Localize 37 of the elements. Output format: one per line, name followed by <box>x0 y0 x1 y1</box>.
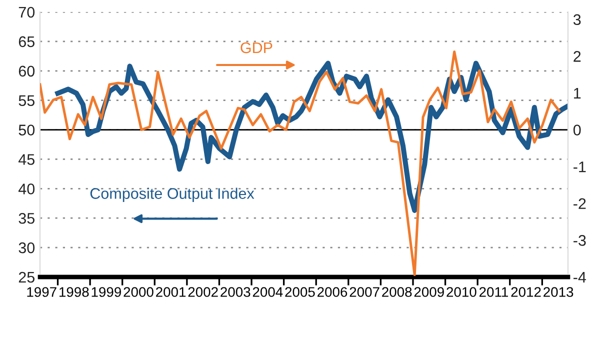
x-tick-label: 2004 <box>252 287 283 297</box>
y-tick-label: 65 <box>18 36 34 48</box>
x-tick-label: 2006 <box>318 287 348 297</box>
x-tick-label: 2008 <box>382 287 412 297</box>
y2-tick-label: -2 <box>574 198 586 209</box>
y-tick-label: 45 <box>18 154 34 165</box>
y-tick-label: 35 <box>18 212 34 224</box>
y-tick-label: 25 <box>18 272 34 283</box>
x-tick-label: 2005 <box>285 287 315 297</box>
y2-tick-label: -3 <box>574 235 586 246</box>
x-tick-label: 1998 <box>60 287 89 297</box>
x-tick-label: 2007 <box>350 287 380 297</box>
text: GDP <box>240 42 272 54</box>
x-tick-label: 2000 <box>124 287 154 297</box>
x-tick-label: 2012 <box>511 287 541 297</box>
y2-tick-label: 2 <box>574 51 581 62</box>
y2-tick-label: -1 <box>574 162 586 172</box>
y-tick-label: 60 <box>18 66 35 77</box>
y-tick-label: 70 <box>18 6 35 18</box>
series-label: Composite Output Index <box>90 188 254 202</box>
x-tick-label: 2013 <box>544 287 574 297</box>
y2-tick-label: -4 <box>574 272 586 283</box>
y-tick-label: 40 <box>18 184 35 194</box>
x-tick-label: 2010 <box>446 287 476 297</box>
y-tick-label: 50 <box>18 124 35 136</box>
y2-tick-label: 3 <box>573 14 581 26</box>
y-tick-label: 55 <box>18 95 34 106</box>
x-tick-label: 2009 <box>414 287 444 297</box>
y2-tick-label: 0 <box>573 124 581 136</box>
x-tick-label: 2002 <box>188 287 218 297</box>
y-tick-label: 30 <box>18 242 35 254</box>
x-tick-label: 1999 <box>92 287 121 297</box>
x-tick-label: 2001 <box>156 287 186 297</box>
x-tick-label: 2011 <box>479 287 508 297</box>
x-tick-label: 2003 <box>220 287 250 297</box>
x-tick-label: 1997 <box>27 287 56 297</box>
y2-tick-label: 1 <box>574 88 581 99</box>
